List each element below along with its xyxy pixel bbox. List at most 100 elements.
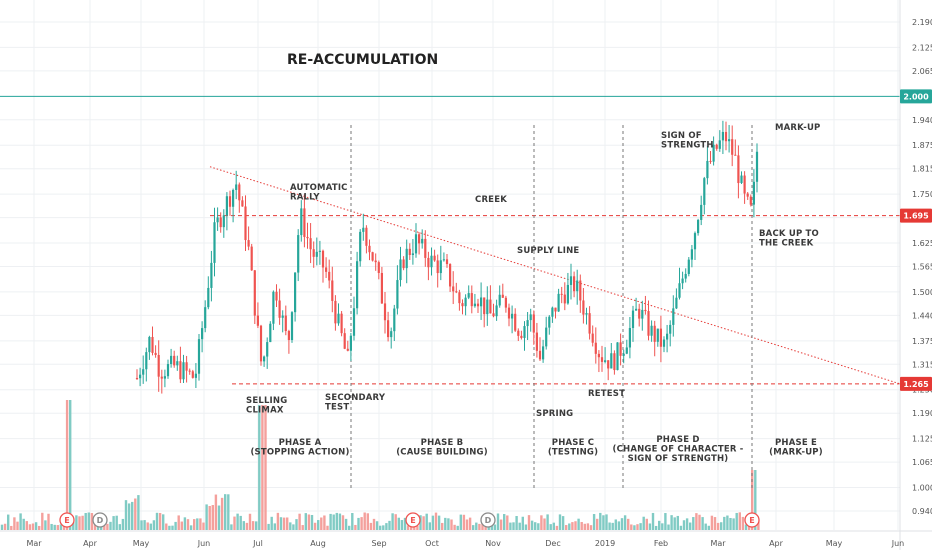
candle-body — [507, 307, 511, 319]
volume-bar — [571, 522, 574, 530]
candle-body — [377, 262, 380, 273]
annotation-label: BACK UP TO THE CREEK — [759, 229, 819, 249]
volume-bar — [366, 513, 369, 530]
y-tick-label: 1.000 — [912, 484, 932, 493]
volume-bar — [261, 405, 264, 530]
volume-bars — [0, 400, 760, 530]
candle-body — [579, 280, 582, 301]
volume-bar — [453, 524, 456, 530]
volume-bar — [217, 505, 221, 530]
candle-body — [687, 259, 690, 274]
volume-bar — [493, 524, 497, 530]
volume-bar — [707, 525, 710, 530]
volume-bar — [685, 518, 689, 530]
candle-body — [545, 327, 548, 347]
volume-bar — [301, 525, 304, 530]
volume-bar — [357, 517, 360, 530]
volume-bar — [53, 524, 56, 530]
candle-body — [501, 294, 504, 298]
candle-body — [287, 331, 290, 341]
event-marker-label: E — [64, 516, 69, 525]
x-tick-label: Aug — [310, 539, 326, 548]
volume-bar — [143, 520, 146, 530]
volume-bar — [478, 523, 481, 530]
volume-bar — [580, 522, 583, 530]
candle-body — [678, 283, 681, 298]
volume-bar — [521, 516, 524, 530]
volume-bar — [428, 522, 431, 530]
volume-bar — [165, 523, 168, 530]
volume-bar — [738, 512, 741, 530]
event-marker-icon — [59, 512, 75, 528]
volume-bar — [220, 497, 224, 530]
candle-body — [334, 300, 337, 324]
candle-body — [569, 276, 573, 285]
candle-body — [600, 357, 604, 362]
y-tick-label: 1.190 — [912, 409, 932, 418]
candle-body — [495, 305, 498, 317]
candle-body — [532, 314, 535, 333]
volume-bar — [465, 519, 469, 530]
volume-bar — [239, 515, 242, 530]
candle-body — [256, 315, 259, 326]
candle-body — [219, 217, 222, 228]
candle-body — [318, 250, 321, 252]
candle-body — [566, 284, 569, 304]
volume-bar — [267, 523, 270, 530]
volume-bar — [732, 518, 735, 530]
candle-body — [520, 335, 523, 338]
volume-bar — [751, 470, 754, 530]
x-tick-label: Jul — [252, 539, 263, 548]
x-tick-label: Nov — [485, 539, 501, 548]
time-axis[interactable]: Mar Apr May Jun Jul Aug Sep Oct Nov Dec 2019 Feb Mar… — [0, 530, 932, 548]
volume-bar — [310, 514, 314, 530]
volume-bar — [127, 503, 131, 530]
volume-bar — [605, 514, 608, 530]
chart-title: RE-ACCUMULATION — [287, 52, 438, 68]
volume-bar — [645, 518, 648, 530]
candle-body — [594, 342, 597, 354]
volume-bar — [741, 516, 745, 530]
volume-bar — [406, 525, 410, 530]
candle-body — [278, 300, 281, 318]
candle-body — [290, 312, 294, 341]
volume-bar — [134, 498, 137, 530]
candle-body — [266, 342, 269, 357]
volume-bar — [255, 521, 258, 530]
volume-bar — [292, 524, 295, 530]
candle-body — [486, 299, 489, 315]
volume-bar — [34, 522, 38, 530]
annotation-label: MARK-UP — [775, 123, 821, 133]
candle-body — [480, 297, 483, 307]
annotation-label: PHASE A (STOPPING ACTION) — [250, 438, 349, 458]
candle-body — [188, 370, 191, 372]
candle-body — [241, 200, 244, 207]
volume-bar — [202, 522, 205, 530]
volume-bar — [735, 512, 738, 530]
candle-body — [142, 369, 145, 375]
candle-body — [743, 175, 746, 194]
volume-bar — [720, 522, 723, 530]
candle-body — [604, 360, 607, 362]
volume-bar — [304, 513, 307, 530]
volume-bar — [422, 516, 425, 530]
candle-body — [445, 259, 449, 265]
candle-body — [628, 328, 631, 348]
price-axis[interactable]: 0.9401.0001.0651.1251.1901.2501.3151.375… — [899, 0, 932, 550]
volume-bar — [199, 518, 202, 530]
volume-bar — [661, 523, 664, 530]
volume-bar — [670, 515, 673, 530]
volume-bar — [673, 517, 676, 530]
volume-bar — [276, 512, 280, 530]
candle-body — [411, 253, 414, 255]
volume-bar — [75, 515, 78, 530]
volume-bar — [403, 517, 407, 530]
volume-bar — [701, 517, 704, 530]
volume-bar — [230, 524, 233, 530]
price-tag-label: 1.265 — [903, 380, 929, 389]
candle-body — [259, 325, 263, 362]
candle-body — [402, 259, 405, 269]
volume-bar — [124, 500, 128, 530]
